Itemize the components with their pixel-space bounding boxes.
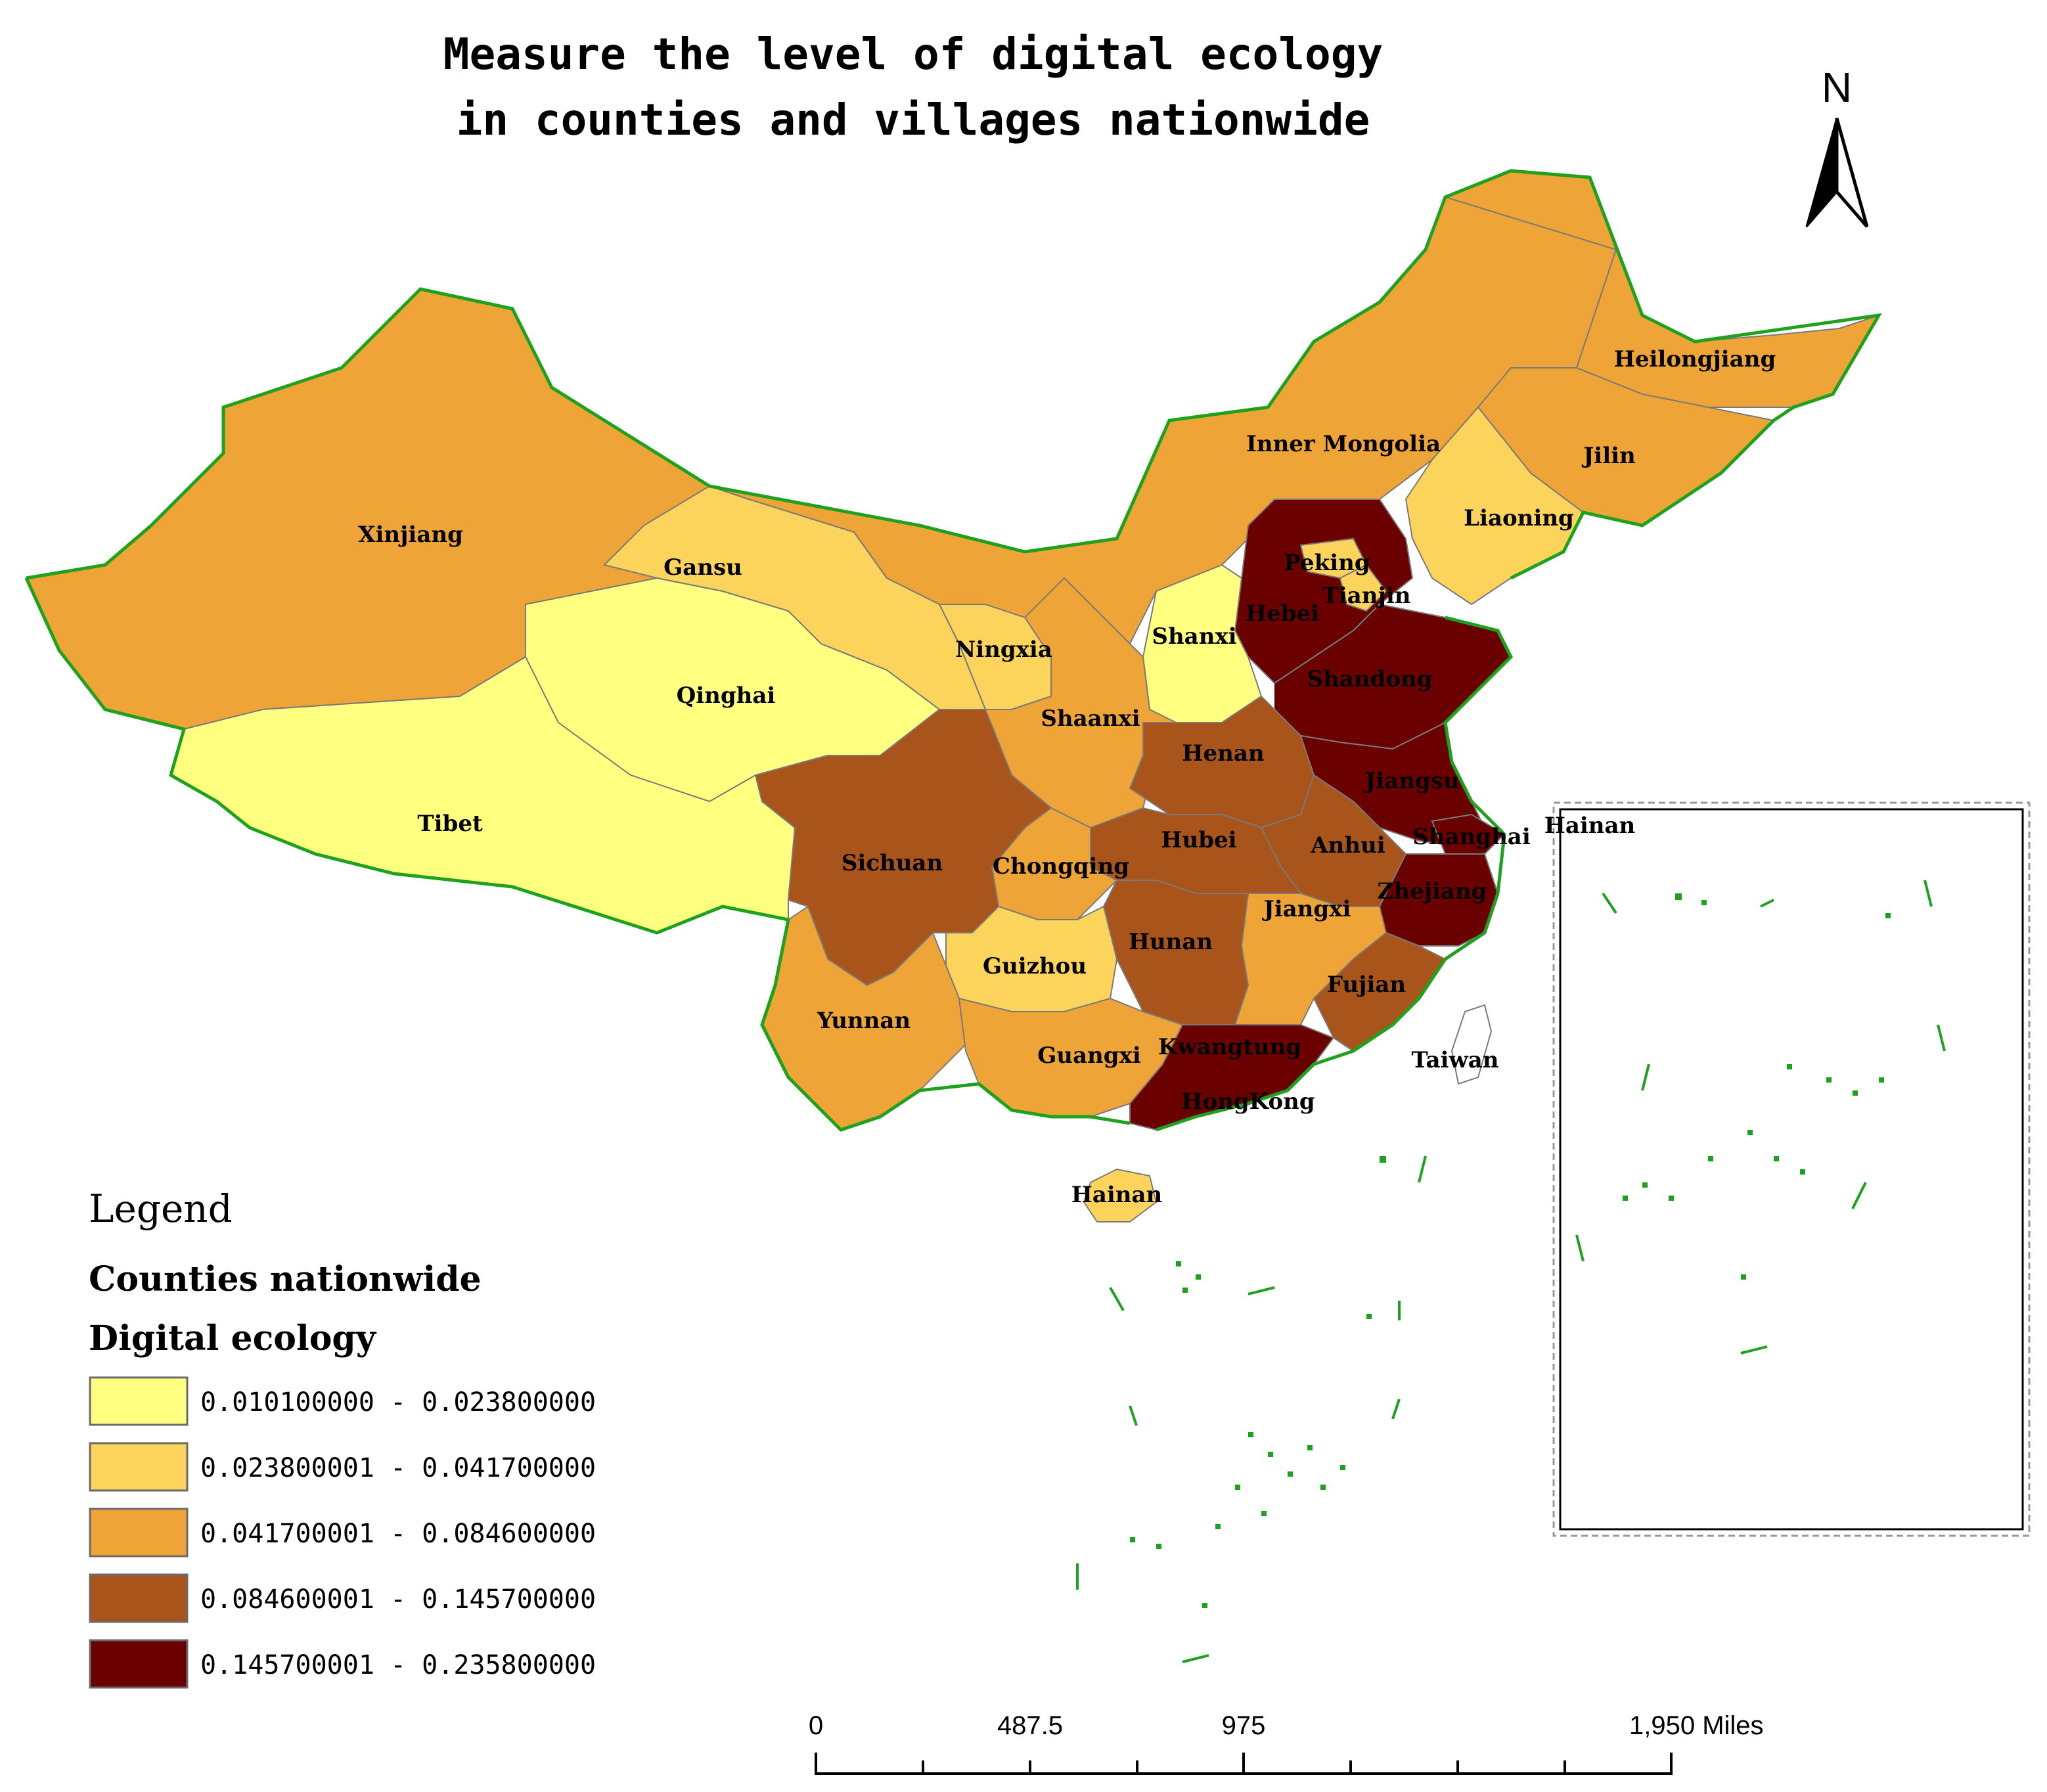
label-anhui: Anhui [1310, 832, 1385, 859]
legend-range: 0.084600001 - 0.145700000 [200, 1584, 596, 1615]
north-label: N [1822, 64, 1852, 111]
legend-swatch [89, 1376, 189, 1426]
legend: Legend Counties nationwide Digital ecolo… [89, 1186, 596, 1689]
label-tibet: Tibet [417, 811, 483, 837]
label-hunan: Hunan [1129, 929, 1213, 955]
scale-label-2: 975 [1222, 1711, 1266, 1740]
label-liaoning: Liaoning [1464, 505, 1574, 531]
label-tianjin: Tianjin [1322, 583, 1411, 609]
legend-class-2: 0.041700001 - 0.084600000 [89, 1508, 596, 1557]
legend-field: Digital ecology [89, 1318, 377, 1358]
label-hongkong: HongKong [1181, 1088, 1315, 1115]
label-shandong: Shandong [1307, 666, 1433, 692]
legend-class-3: 0.084600001 - 0.145700000 [89, 1573, 596, 1623]
legend-class-0: 0.010100000 - 0.023800000 [89, 1376, 596, 1426]
southwest-border [24, 577, 1131, 1132]
scale-label-3: 1,950 Miles [1629, 1711, 1764, 1740]
legend-swatch [89, 1639, 189, 1689]
scale-label-0: 0 [809, 1711, 823, 1740]
legend-class-1: 0.023800001 - 0.041700000 [89, 1442, 596, 1492]
label-shaanxi: Shaanxi [1041, 706, 1140, 732]
label-shanxi: Shanxi [1152, 623, 1236, 650]
legend-layer: Counties nationwide [89, 1259, 482, 1299]
label-jiangxi: Jiangxi [1262, 896, 1351, 922]
south-sea-islands [1130, 1156, 1386, 1608]
inset-label: Hainan [1544, 813, 1636, 839]
map-title-line2: in counties and villages nationwide [457, 95, 1370, 145]
label-shanghai: Shanghai [1412, 824, 1531, 850]
label-guangxi: Guangxi [1037, 1042, 1141, 1069]
label-kwangtung: Kwangtung [1158, 1034, 1301, 1060]
label-sichuan: Sichuan [842, 850, 943, 876]
legend-swatch [89, 1508, 189, 1557]
label-xinjiang: Xinjiang [358, 522, 463, 548]
label-gansu: Gansu [664, 554, 742, 581]
province-layer [25, 169, 1881, 1222]
inset-frame: Hainan [1544, 801, 2031, 1537]
legend-range: 0.023800001 - 0.041700000 [200, 1453, 596, 1483]
label-henan: Henan [1182, 740, 1264, 767]
label-zhejiang: Zhejiang [1378, 878, 1487, 905]
legend-range: 0.145700001 - 0.235800000 [200, 1650, 596, 1680]
south-sea-dashes [1076, 1155, 1427, 1663]
province-taiwan [1451, 1004, 1493, 1085]
legend-title: Legend [89, 1186, 233, 1231]
label-heilongjiang: Heilongjiang [1614, 346, 1776, 372]
label-ningxia: Ningxia [955, 637, 1052, 663]
label-jilin: Jilin [1581, 443, 1636, 469]
legend-swatch [89, 1442, 189, 1492]
map-title-line1: Measure the level of digital ecology [443, 29, 1383, 79]
label-jiangsu: Jiangsu [1363, 768, 1459, 794]
province-tianjin [1339, 564, 1387, 612]
scale-bar: 0 487.5 975 1,950 Miles [809, 1711, 1764, 1775]
province-hainan [1083, 1168, 1158, 1222]
legend-range: 0.041700001 - 0.084600000 [200, 1519, 596, 1549]
province-labels: Xinjiang Tibet Qinghai Gansu Inner Mongo… [358, 346, 1776, 1208]
label-chongqing: Chongqing [993, 853, 1129, 880]
north-arrow-icon: N [1805, 64, 1869, 228]
legend-swatch [89, 1573, 189, 1623]
legend-range: 0.010100000 - 0.023800000 [200, 1387, 596, 1418]
label-peking: Peking [1284, 550, 1370, 576]
label-qinghai: Qinghai [677, 683, 776, 709]
label-guizhou: Guizhou [983, 953, 1087, 979]
scale-label-1: 487.5 [997, 1711, 1063, 1740]
label-hainan: Hainan [1071, 1182, 1163, 1208]
label-inner-mongolia: Inner Mongolia [1246, 431, 1441, 457]
label-taiwan: Taiwan [1411, 1047, 1498, 1073]
province-shanghai [1431, 813, 1506, 855]
legend-class-4: 0.145700001 - 0.235800000 [89, 1639, 596, 1689]
label-hubei: Hubei [1161, 827, 1236, 853]
label-yunnan: Yunnan [817, 1008, 911, 1034]
national-border [26, 169, 1882, 580]
label-fujian: Fujian [1327, 972, 1406, 998]
label-hebei: Hebei [1246, 600, 1319, 627]
coastline [1156, 616, 1514, 1132]
